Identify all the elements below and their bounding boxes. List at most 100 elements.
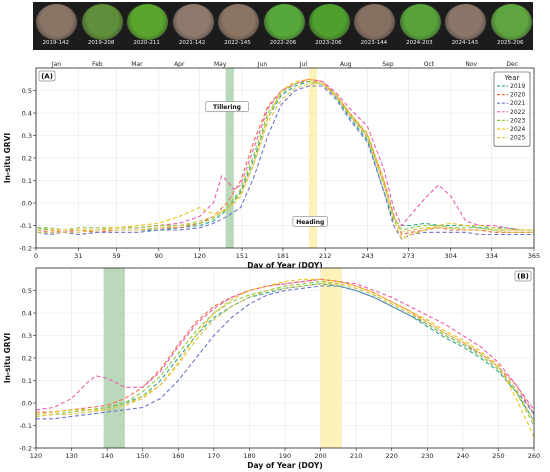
thumbnail-image [307, 3, 351, 41]
thumbnail-2020-211: 2020-211 [125, 2, 170, 50]
thumbnail-image [489, 3, 533, 41]
legend-entry-2020: 2020 [510, 92, 525, 99]
thumbnail-image [444, 3, 488, 41]
x-tick-label: 190 [279, 452, 291, 460]
thumbnail-label: 2023-206 [315, 40, 342, 46]
x-tick-label: 150 [137, 452, 149, 460]
band-label-box-1 [292, 216, 328, 227]
x-tick-label: 334 [485, 252, 497, 260]
thumbnail-label: 2022-145 [224, 40, 251, 46]
y-tick-label: 0.2 [22, 354, 32, 362]
x-tick-label: 151 [236, 252, 248, 260]
x-tick-label: 130 [65, 452, 77, 460]
thumbnail-image [353, 3, 397, 41]
legend-entry-2022: 2022 [510, 109, 525, 116]
y-tick-label: 0.0 [22, 399, 32, 407]
legend-box [493, 71, 531, 147]
panel-label: (A) [41, 73, 53, 81]
y-axis-label: In-situ GRVI [3, 333, 12, 384]
thumbnail-label: 2024-203 [406, 40, 433, 46]
thumbnail-2025-206: 2025-206 [489, 2, 533, 50]
panel-label-box [514, 270, 532, 282]
series-line-2021 [37, 85, 534, 240]
legend-entry-2019: 2019 [510, 83, 525, 90]
thumbnail-image [80, 3, 124, 41]
chart-panel-1: 120 130 140 150 160 170 180 190 200 210 220 230 240 2… [3, 267, 540, 470]
thumbnail-image [35, 3, 79, 41]
x-tick-label: 120 [194, 252, 206, 260]
band-label-heading: Heading [296, 219, 324, 226]
phenology-band-0 [225, 68, 234, 248]
x-tick-label: 210 [350, 452, 362, 460]
x-tick-label: 140 [101, 452, 113, 460]
y-tick-label: 0.1 [22, 377, 32, 385]
x-tick-label: 220 [386, 452, 398, 460]
x-tick-label: 260 [528, 452, 540, 460]
y-tick-label: 0.4 [22, 109, 32, 117]
legend-entry-2025: 2025 [510, 135, 525, 142]
thumbnail-label: 2020-211 [133, 40, 160, 46]
series-line-2025 [37, 83, 534, 233]
month-label-feb: Feb [92, 61, 103, 68]
x-tick-label: 212 [319, 252, 331, 260]
thumbnail-2021-142: 2021-142 [171, 2, 215, 50]
x-tick-label: 170 [208, 452, 220, 460]
y-tick-label: -0.1 [19, 222, 32, 230]
month-label-mar: Mar [131, 61, 143, 68]
thumbnail-2022-206: 2022-206 [262, 2, 306, 50]
month-label-jan: Jan [51, 61, 61, 68]
month-label-aug: Aug [340, 61, 352, 68]
thumbnail-label: 2024-143 [451, 40, 479, 46]
y-tick-label: 0.3 [22, 332, 32, 340]
y-tick-label: 0.5 [22, 87, 32, 95]
series-line-2024 [37, 78, 534, 240]
month-label-apr: Apr [174, 61, 185, 68]
thumbnail-image [217, 3, 261, 41]
x-tick-label: 0 [34, 252, 38, 260]
month-label-jul: Jul [299, 61, 308, 68]
thumbnail-2022-145: 2022-145 [216, 2, 261, 50]
y-tick-label: -0.2 [19, 444, 32, 452]
series-line-2020 [36, 278, 535, 415]
x-tick-label: 31 [74, 252, 82, 260]
month-label-dec: Dec [506, 61, 518, 68]
y-tick-label: -0.2 [19, 244, 32, 252]
x-tick-label: 250 [492, 452, 504, 460]
thumbnail-2024-143: 2024-143 [443, 2, 488, 50]
phenocam-image-strip: 2019-142 2019-208 2020-211 2021-142 2022-145… [33, 2, 533, 50]
band-label-box-0 [205, 101, 249, 112]
phenology-band-1 [308, 68, 318, 248]
series-line-2021 [36, 285, 535, 420]
thumbnail-2019-208: 2019-208 [80, 2, 124, 50]
thumbnail-2024-203: 2024-203 [398, 2, 442, 50]
month-label-sep: Sep [382, 61, 394, 68]
thumbnail-label: 2025-206 [497, 40, 524, 46]
chart-panel-0: Tillering Heading 0 31 59 90 120 151 181 212 243 27… [3, 61, 540, 270]
month-label-oct: Oct [424, 61, 435, 68]
series-line-2024 [35, 278, 535, 438]
month-label-may: May [214, 61, 227, 68]
x-tick-label: 243 [361, 252, 373, 260]
thumbnail-label: 2021-142 [178, 40, 206, 46]
thumbnail-label: 2019-142 [42, 40, 69, 46]
thumbnail-image [126, 3, 170, 41]
x-tick-label: 120 [30, 452, 42, 460]
y-tick-label: 0.4 [22, 309, 32, 317]
thumbnail-2023-206: 2023-206 [307, 2, 351, 50]
x-tick-label: 90 [155, 252, 163, 260]
band-label-tillering: Tillering [213, 104, 241, 111]
x-axis-label: Day of Year (DOY) [247, 461, 322, 470]
thumbnail-label: 2023-144 [360, 40, 388, 46]
legend-entry-2024: 2024 [510, 126, 525, 133]
series-line-2022 [35, 278, 535, 411]
x-tick-label: 365 [528, 252, 540, 260]
series-line-2025 [35, 283, 535, 422]
y-tick-label: 0.5 [22, 287, 32, 295]
x-tick-label: 200 [314, 452, 326, 460]
y-tick-label: 0.3 [22, 132, 32, 140]
thumbnail-label: 2019-208 [87, 40, 115, 46]
series-line-2023 [35, 280, 535, 426]
phenology-band-0 [103, 268, 125, 448]
